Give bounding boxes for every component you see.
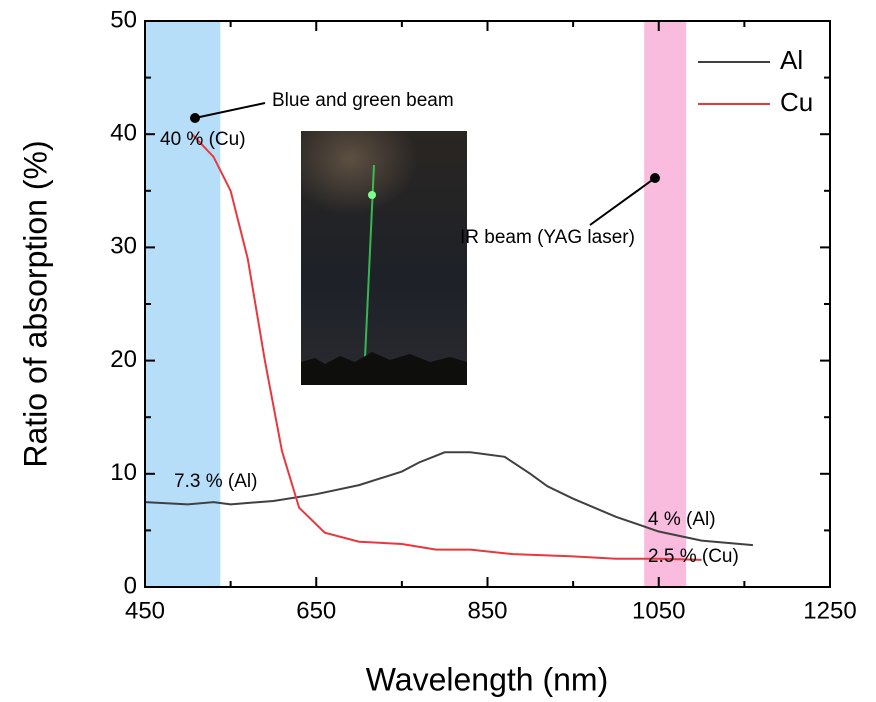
leader <box>194 102 266 119</box>
y-axis-title: Ratio of absorption (%) <box>17 140 53 467</box>
annotation: 7.3 % (Al) <box>174 471 257 492</box>
annotation: 40 % (Cu) <box>160 129 246 150</box>
leader-dot <box>190 113 200 123</box>
photo <box>301 131 467 385</box>
series-line <box>144 451 754 547</box>
x-tick-label: 1050 <box>632 597 685 624</box>
legend-label: Cu <box>780 87 813 117</box>
y-tick-label: 10 <box>110 459 137 486</box>
x-tick-label: 1250 <box>803 597 856 624</box>
x-axis-title: Wavelength (nm) <box>366 661 608 697</box>
x-tick-label: 450 <box>125 597 165 624</box>
legend-label: Al <box>780 45 803 75</box>
x-tick-label: 650 <box>296 597 336 624</box>
leader-dot <box>650 173 660 183</box>
annotation: IR beam (YAG laser) <box>460 227 635 248</box>
highlight-band <box>644 21 687 587</box>
x-tick-label: 850 <box>467 597 507 624</box>
leader <box>589 177 656 226</box>
annotation: 4 % (Al) <box>648 509 716 530</box>
y-tick-label: 30 <box>110 233 137 260</box>
annotation: Blue and green beam <box>272 90 454 111</box>
annotation: 2.5 % (Cu) <box>648 546 739 567</box>
y-tick-label: 40 <box>110 120 137 147</box>
series-line <box>191 133 702 561</box>
y-tick-label: 0 <box>124 572 137 599</box>
y-tick-label: 50 <box>110 6 137 33</box>
y-tick-label: 20 <box>110 346 137 373</box>
